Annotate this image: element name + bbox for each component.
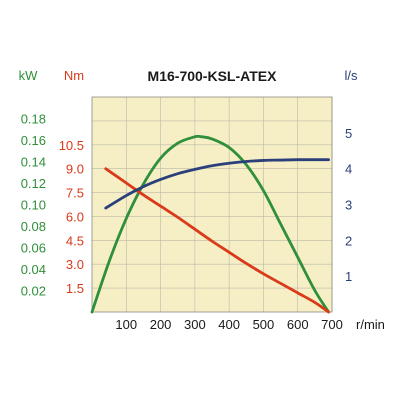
y-tick-label-flow-1: 2 xyxy=(345,233,352,248)
y-tick-label-power-8: 0.18 xyxy=(21,112,46,127)
chart-title: M16-700-KSL-ATEX xyxy=(148,68,278,84)
x-axis-label: r/min xyxy=(356,317,385,332)
y-tick-label-torque-5: 9.0 xyxy=(66,162,84,177)
y-tick-label-torque-4: 7.5 xyxy=(66,186,84,201)
y-tick-label-flow-4: 5 xyxy=(345,126,352,141)
y-tick-label-flow-0: 1 xyxy=(345,269,352,284)
y-axis-label-flow: l/s xyxy=(345,68,359,83)
y-tick-label-torque-3: 6.0 xyxy=(66,209,84,224)
y-tick-label-torque-2: 4.5 xyxy=(66,233,84,248)
x-tick-label-5: 600 xyxy=(287,317,309,332)
plot-border xyxy=(91,96,333,313)
y-tick-label-torque-6: 10.5 xyxy=(59,138,84,153)
y-tick-label-power-0: 0.02 xyxy=(21,284,46,299)
y-tick-label-power-6: 0.14 xyxy=(21,155,46,170)
y-axis-label-torque: Nm xyxy=(64,68,84,83)
plot-background xyxy=(92,97,332,312)
x-tick-label-2: 300 xyxy=(184,317,206,332)
y-tick-label-torque-0: 1.5 xyxy=(66,281,84,296)
y-axis-label-power: kW xyxy=(19,68,39,83)
y-tick-label-power-2: 0.06 xyxy=(21,241,46,256)
y-tick-label-power-5: 0.12 xyxy=(21,176,46,191)
y-tick-label-power-3: 0.08 xyxy=(21,219,46,234)
series-line-flow xyxy=(104,158,330,210)
x-tick-label-1: 200 xyxy=(150,317,172,332)
label-layer: kW 0.02 0.04 0.06 0.08 0.10 0.12 0.14 0.16 0.18 Nm… xyxy=(19,68,358,332)
series-line-torque xyxy=(104,167,330,314)
series-layer xyxy=(90,134,330,314)
x-tick-label-3: 400 xyxy=(218,317,240,332)
y-tick-label-power-7: 0.16 xyxy=(21,133,46,148)
y-tick-label-power-4: 0.10 xyxy=(21,198,46,213)
y-tick-label-flow-3: 4 xyxy=(345,162,352,177)
x-tick-label-6: 700 xyxy=(321,317,343,332)
y-tick-label-power-1: 0.04 xyxy=(21,262,46,277)
y-tick-label-torque-1: 3.0 xyxy=(66,257,84,272)
y-tick-label-flow-2: 3 xyxy=(345,198,352,213)
x-tick-label-4: 500 xyxy=(253,317,275,332)
x-tick-label-0: 100 xyxy=(115,317,137,332)
series-line-power xyxy=(90,134,330,314)
